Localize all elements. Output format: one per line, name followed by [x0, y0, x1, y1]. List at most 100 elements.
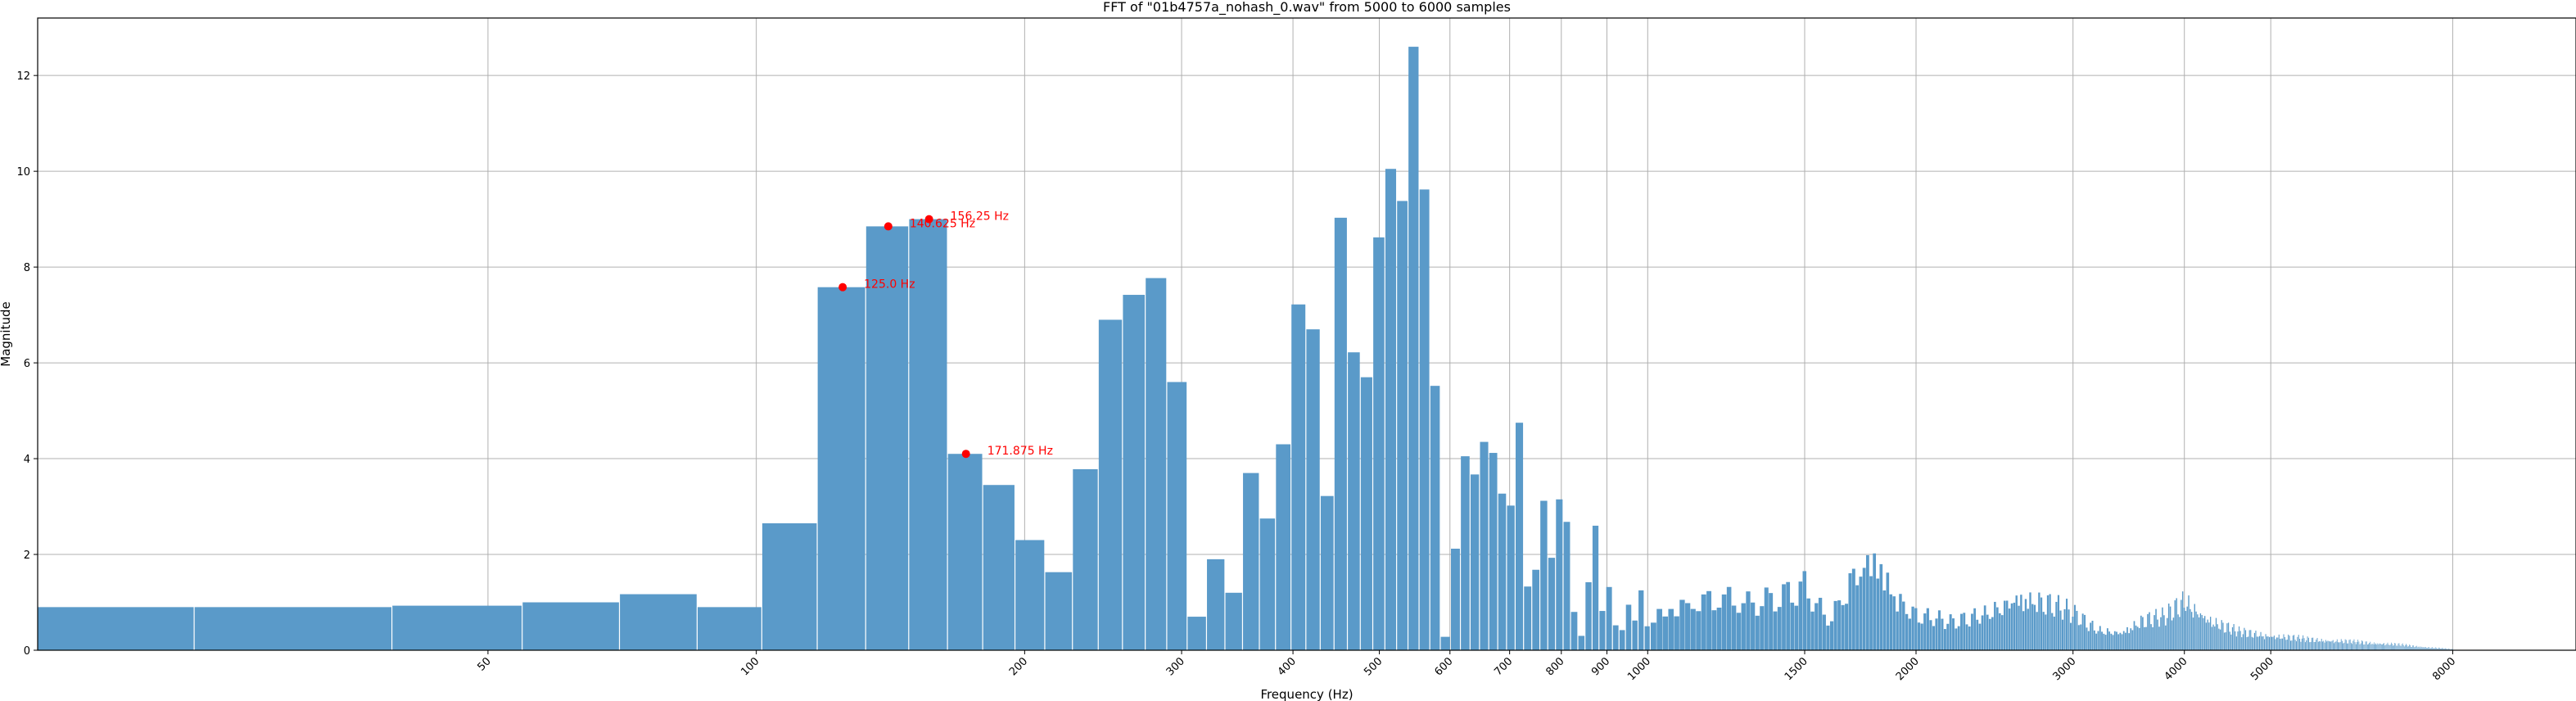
fft-bar	[2388, 644, 2389, 650]
fft-bar	[1986, 614, 1989, 650]
fft-bar	[2423, 647, 2425, 650]
fft-bar	[2376, 644, 2378, 650]
fft-bar	[2301, 638, 2303, 650]
x-tick-label: 800	[1543, 655, 1566, 678]
fft-bar	[1540, 500, 1548, 650]
fft-bar	[2250, 630, 2252, 650]
fft-bar	[1937, 610, 1941, 650]
fft-bar	[1656, 608, 1663, 650]
fft-bar	[1873, 553, 1877, 650]
fft-bar	[2208, 622, 2210, 650]
fft-bar	[1794, 605, 1799, 650]
fft-bar	[1760, 606, 1765, 650]
fft-bar	[2366, 644, 2368, 650]
peak-label: 171.875 Hz	[987, 445, 1053, 458]
fft-bar	[865, 226, 909, 651]
fft-bar	[1741, 603, 1746, 650]
fft-bar	[1650, 622, 1656, 650]
fft-bar	[1833, 600, 1837, 650]
fft-bar	[2131, 630, 2134, 650]
fft-bar	[2289, 640, 2291, 650]
fft-bar	[2415, 646, 2416, 650]
fft-bar	[2166, 617, 2168, 650]
fft-bar	[2144, 626, 2145, 650]
fft-bar	[2282, 638, 2284, 650]
fft-bar	[2417, 647, 2419, 650]
peak-label: 156.25 Hz	[951, 210, 1009, 224]
fft-bar	[2411, 647, 2412, 650]
fft-bar	[2307, 636, 2308, 650]
fft-bar	[2140, 615, 2142, 650]
fft-bar	[2425, 647, 2427, 650]
fft-bar	[1291, 304, 1306, 650]
fft-bar	[2396, 645, 2397, 650]
fft-bar	[2420, 647, 2422, 650]
fft-bar	[1751, 602, 1756, 650]
fft-bar	[522, 602, 619, 650]
fft-bar	[1960, 613, 1963, 650]
fft-bar	[1886, 572, 1890, 650]
fft-bar	[2239, 631, 2241, 650]
fft-bar	[2407, 646, 2408, 650]
fft-bar	[2235, 636, 2237, 650]
fft-bar	[2412, 645, 2413, 650]
fft-bar	[2363, 644, 2365, 650]
fft-bar	[2194, 604, 2195, 650]
fft-bar	[1726, 586, 1732, 650]
fft-bar	[2195, 611, 2197, 650]
fft-bar	[2097, 631, 2099, 650]
fft-bar	[2201, 615, 2203, 650]
fft-bar	[2431, 647, 2432, 650]
fft-bar	[1837, 600, 1842, 650]
fft-bar	[2317, 641, 2319, 650]
fft-bar	[2121, 634, 2123, 650]
fft-bar	[1320, 495, 1334, 650]
fft-bar	[2313, 641, 2315, 650]
fft-bar	[1507, 505, 1515, 650]
fft-bar	[2275, 637, 2277, 650]
x-tick-label: 1000	[1625, 655, 1653, 683]
fft-bar	[2397, 643, 2399, 650]
fft-bar	[2049, 594, 2051, 650]
fft-bar	[620, 594, 697, 650]
fft-bar	[2285, 640, 2287, 650]
fft-bar	[2392, 644, 2393, 650]
y-tick-label: 6	[24, 358, 30, 370]
fft-bar	[1865, 554, 1869, 650]
fft-bar	[2393, 644, 2394, 650]
fft-bar	[2242, 634, 2244, 650]
fft-bar	[1822, 614, 1826, 650]
x-tick-label: 300	[1164, 655, 1187, 678]
fft-bar	[1923, 613, 1927, 650]
fft-bar	[2167, 603, 2170, 650]
fft-bar	[2214, 626, 2216, 650]
fft-bar	[2343, 642, 2345, 650]
fft-bar	[2188, 595, 2190, 650]
fft-bar	[1957, 626, 1960, 650]
fft-bar	[2040, 597, 2043, 650]
fft-bar	[2418, 646, 2420, 650]
peak-label: 125.0 Hz	[864, 278, 915, 292]
fft-bar	[2441, 648, 2443, 650]
x-tick-label: 600	[1432, 655, 1455, 678]
fft-bar	[2419, 647, 2420, 650]
fft-bar	[2437, 649, 2438, 650]
fft-bar	[1994, 601, 1996, 650]
fft-bar	[1480, 441, 1489, 650]
fft-bar	[2434, 648, 2435, 650]
fft-bar	[2334, 641, 2336, 650]
fft-bar	[2320, 641, 2321, 650]
fft-bar	[2212, 624, 2214, 650]
fft-bar	[2080, 624, 2082, 650]
fft-bar	[1777, 607, 1782, 650]
peak-marker	[884, 222, 893, 231]
fft-bar	[1632, 620, 1638, 650]
fft-bar	[2364, 644, 2366, 650]
fft-bar	[2283, 634, 2285, 650]
fft-bar	[2295, 641, 2297, 650]
fft-bar	[1829, 621, 1834, 650]
fft-bar	[2020, 595, 2022, 650]
fft-bar	[2128, 633, 2131, 650]
fft-bar	[2328, 640, 2330, 650]
x-tick-label: 200	[1007, 655, 1030, 678]
